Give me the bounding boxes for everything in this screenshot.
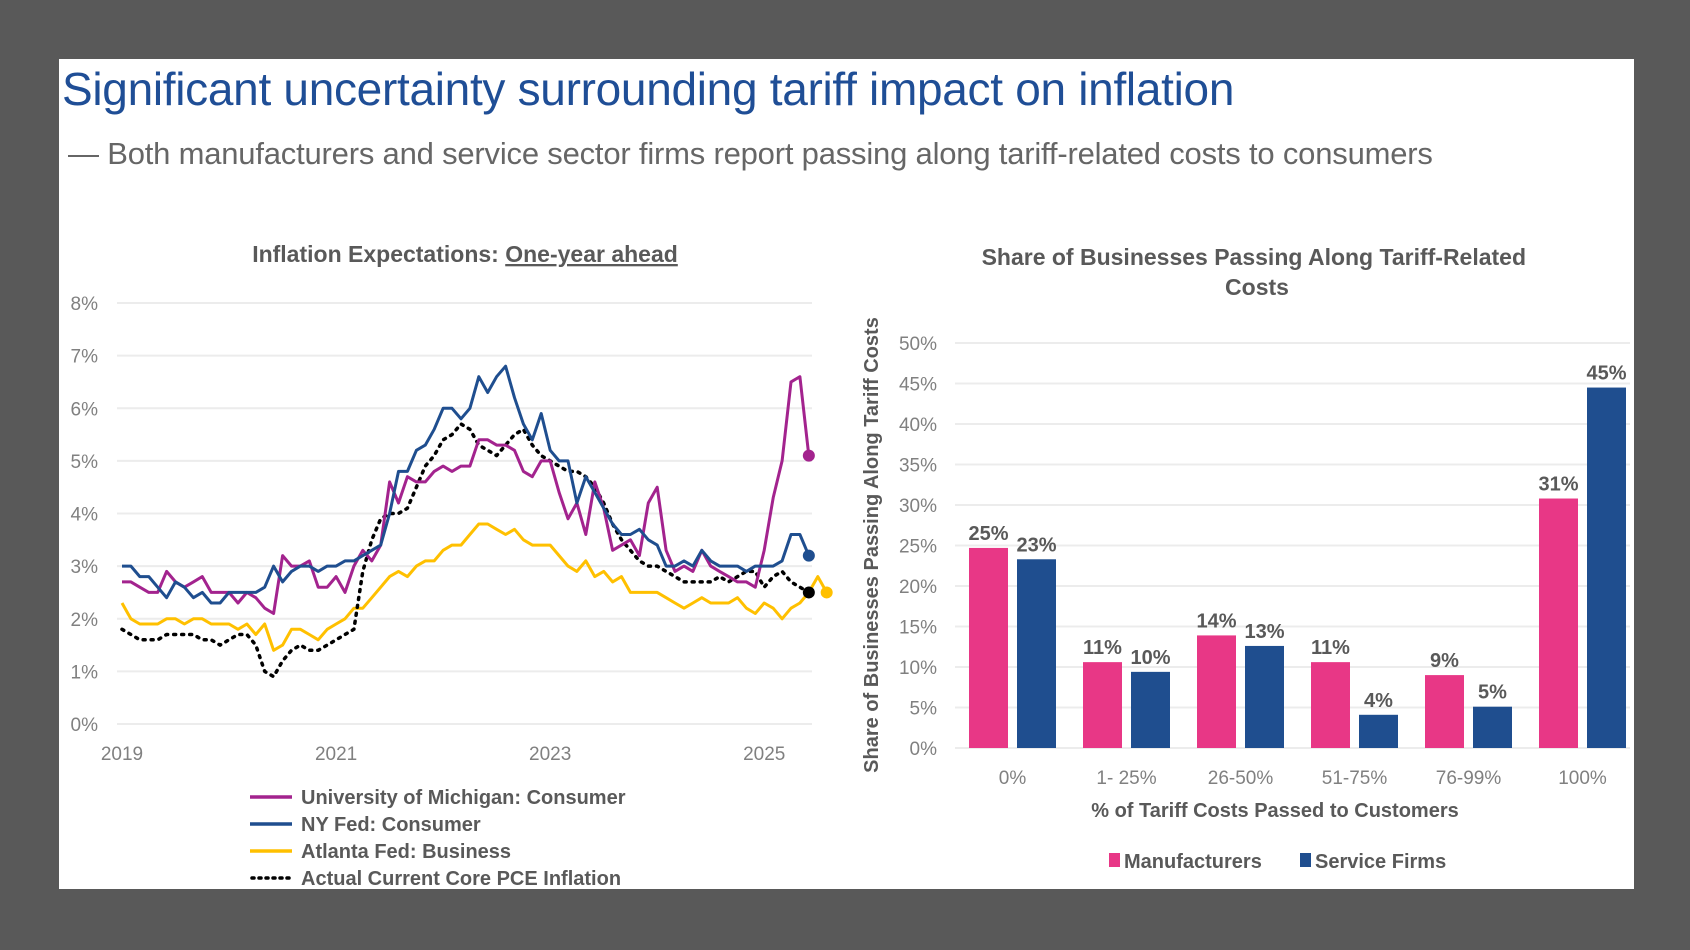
line-chart-y-tick: 0% <box>71 715 99 736</box>
line-series-university-of-michigan-consumer <box>122 375 811 615</box>
line-chart-title: Inflation Expectations: One-year ahead <box>252 241 678 267</box>
line-chart-y-tick: 6% <box>71 399 99 420</box>
line-chart-x-tick: 2025 <box>743 744 785 765</box>
slide-title: Significant uncertainty surrounding tari… <box>62 63 1235 115</box>
line-chart-y-tick: 2% <box>71 610 99 631</box>
line-chart-title-prefix: Inflation Expectations: <box>252 241 505 267</box>
slide-panel <box>59 59 1634 889</box>
line-chart-x-tick: 2021 <box>315 744 357 765</box>
line-chart-y-tick: 7% <box>71 347 99 368</box>
line-end-marker <box>802 549 815 562</box>
line-chart-y-tick: 3% <box>71 557 99 578</box>
line-chart-x-tick: 2019 <box>101 744 143 765</box>
slide-subtitle: — Both manufacturers and service sector … <box>68 136 1433 171</box>
legend-label: NY Fed: Consumer <box>301 814 481 836</box>
line-end-marker <box>802 449 815 462</box>
line-chart-y-tick: 1% <box>71 662 99 683</box>
legend-label: University of Michigan: Consumer <box>301 787 626 809</box>
line-chart-y-tick: 5% <box>71 452 99 473</box>
line-end-marker <box>802 586 815 599</box>
line-chart-y-tick: 8% <box>71 294 99 315</box>
legend-label: Atlanta Fed: Business <box>301 841 511 863</box>
line-series-atlanta-fed-business <box>120 522 829 652</box>
line-chart-x-tick: 2023 <box>529 744 571 765</box>
line-end-marker <box>820 586 833 599</box>
line-series-actual-current-core-pce-inflation <box>120 422 811 679</box>
line-series-ny-fed-consumer <box>122 364 811 605</box>
line-chart-y-tick: 4% <box>71 505 99 526</box>
legend-label: Actual Current Core PCE Inflation <box>301 868 621 890</box>
line-chart-title-underlined: One-year ahead <box>505 241 678 267</box>
